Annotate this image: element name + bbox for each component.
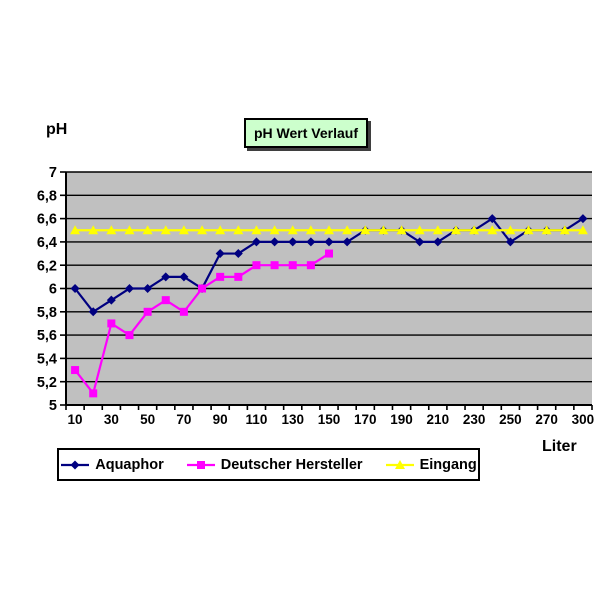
y-axis-title: pH	[46, 121, 68, 138]
chart-title: pH Wert Verlauf	[244, 118, 368, 148]
svg-text:6,6: 6,6	[37, 212, 57, 228]
svg-text:10: 10	[68, 412, 83, 427]
legend-item-aquaphor: Aquaphor	[60, 456, 164, 473]
svg-text:5,8: 5,8	[37, 305, 57, 321]
svg-text:70: 70	[176, 412, 191, 427]
svg-text:300: 300	[572, 412, 595, 427]
svg-text:5,6: 5,6	[37, 328, 57, 344]
svg-text:30: 30	[104, 412, 119, 427]
svg-text:110: 110	[246, 412, 268, 427]
deutscher-hersteller-square-marker-icon	[186, 460, 215, 469]
chart-legend: Aquaphor Deutscher Hersteller Eingang	[57, 448, 480, 481]
svg-text:5,2: 5,2	[37, 375, 57, 391]
eingang-triangle-marker-icon	[385, 459, 414, 469]
svg-text:210: 210	[427, 412, 450, 427]
svg-text:230: 230	[463, 412, 486, 427]
svg-text:50: 50	[140, 412, 155, 427]
aquaphor-diamond-marker-icon	[61, 460, 90, 469]
svg-text:170: 170	[354, 412, 377, 427]
svg-text:6: 6	[49, 282, 57, 298]
legend-label-aquaphor: Aquaphor	[95, 456, 164, 473]
svg-text:190: 190	[390, 412, 413, 427]
svg-text:130: 130	[281, 412, 304, 427]
svg-text:7: 7	[49, 165, 57, 181]
svg-text:6,8: 6,8	[37, 188, 57, 204]
svg-text:270: 270	[535, 412, 558, 427]
svg-text:150: 150	[318, 412, 341, 427]
svg-text:5: 5	[49, 398, 57, 414]
svg-text:5,4: 5,4	[37, 351, 57, 367]
svg-text:6,2: 6,2	[37, 258, 57, 274]
svg-text:90: 90	[213, 412, 228, 427]
svg-text:6,4: 6,4	[37, 235, 57, 251]
legend-label-deutscher-hersteller: Deutscher Hersteller	[220, 456, 363, 473]
legend-label-eingang: Eingang	[419, 456, 477, 473]
svg-text:250: 250	[499, 412, 522, 427]
legend-item-deutscher-hersteller: Deutscher Hersteller	[186, 457, 363, 473]
x-axis-title: Liter	[542, 438, 577, 455]
legend-item-eingang: Eingang	[385, 457, 477, 473]
